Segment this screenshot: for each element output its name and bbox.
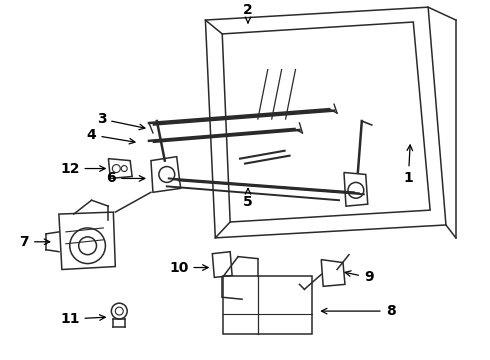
Text: 8: 8: [321, 304, 395, 318]
Text: 12: 12: [60, 162, 105, 176]
Text: 1: 1: [403, 145, 413, 185]
Text: 5: 5: [243, 189, 253, 209]
Text: 3: 3: [97, 112, 145, 130]
Text: 7: 7: [20, 235, 50, 249]
Text: 11: 11: [60, 312, 105, 326]
Text: 4: 4: [87, 128, 135, 144]
Text: 9: 9: [345, 270, 373, 284]
Text: 6: 6: [106, 171, 145, 185]
Text: 2: 2: [243, 3, 253, 23]
Text: 10: 10: [169, 261, 208, 275]
